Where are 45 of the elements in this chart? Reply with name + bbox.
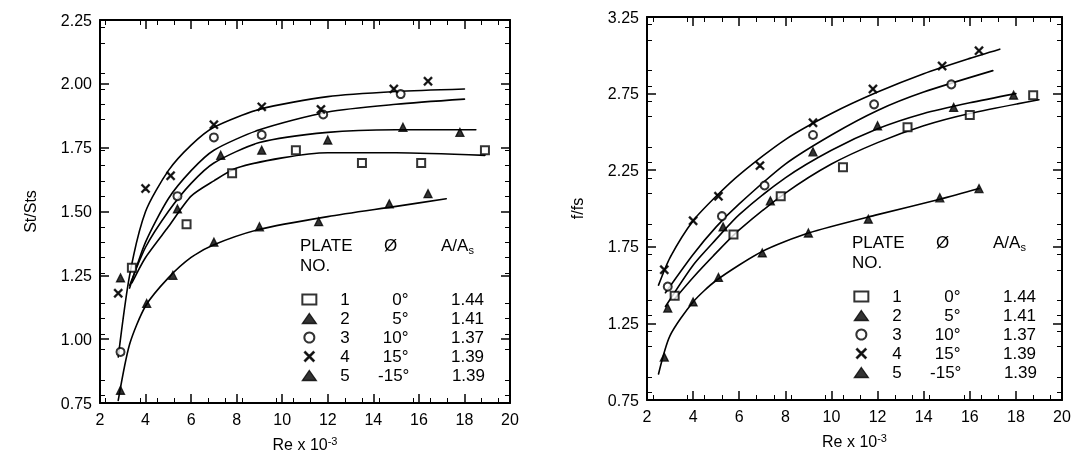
x-tick-label: 6 [734,407,744,425]
x-tick-label: 4 [141,410,151,428]
x-tick-label: 18 [455,410,474,428]
y-tick-label: 0.75 [60,394,93,412]
x-tick-label: 2 [642,407,652,425]
x-tick-label: 6 [186,410,196,428]
x-tick-label: 8 [780,407,790,425]
y-tick-label: 1.25 [607,314,640,332]
x-tick-label: 10 [822,407,841,425]
x-tick-label: 4 [688,407,698,425]
x-tick-label: 16 [409,410,428,428]
y-tick-label: 1.75 [607,238,640,256]
legend-label: 3 10° 1.37 [321,328,485,347]
x-tick-label: 12 [318,410,337,428]
x-tick-label: 20 [1053,407,1071,425]
legend-label: 1 0° 1.44 [873,287,1037,306]
x-tick-label: 14 [364,410,383,428]
y-tick-label: 1.75 [60,139,93,157]
legend-label: 5 -15° 1.39 [321,366,486,385]
y-tick-label: 2.75 [607,85,640,103]
y-axis-title: St/Sts [21,190,39,233]
legend-label: 4 15° 1.39 [873,344,1037,363]
x-tick-label: 12 [868,407,887,425]
x-tick-label: 20 [501,410,519,428]
y-tick-label: 2.25 [60,11,93,29]
x-tick-label: 14 [914,407,933,425]
x-tick-label: 10 [273,410,292,428]
y-tick-label: 2.25 [607,161,640,179]
y-tick-label: 1.50 [60,203,93,220]
legend-label: 2 5° 1.41 [321,309,485,328]
y-axis-title: f/fs [568,197,586,220]
x-tick-label: 18 [1006,407,1025,425]
legend-label: 1 0° 1.44 [321,290,485,309]
y-tick-label: 1.00 [60,330,93,348]
y-tick-label: 1.25 [60,266,93,284]
legend-label: 3 10° 1.37 [873,325,1037,344]
legend-label: 4 15° 1.39 [321,347,485,366]
x-tick-label: 2 [95,410,105,428]
y-tick-label: 3.25 [607,8,640,26]
legend-label: 2 5° 1.41 [873,306,1037,325]
y-tick-label: 2.00 [60,75,93,93]
x-tick-label: 16 [960,407,979,425]
y-tick-label: 0.75 [607,391,640,409]
x-tick-label: 8 [232,410,242,428]
legend-label: 5 -15° 1.39 [873,363,1038,382]
